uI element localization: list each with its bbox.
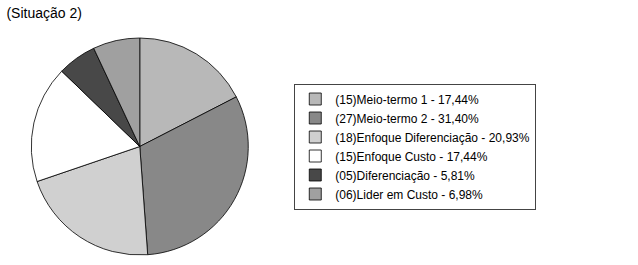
svg-text:(05)Diferenciação - 5,81%: (05)Diferenciação - 5,81% — [335, 169, 475, 183]
svg-text:(06)Lider em Custo - 6,98%: (06)Lider em Custo - 6,98% — [335, 188, 483, 202]
svg-text:(15)Enfoque Custo - 17,44%: (15)Enfoque Custo - 17,44% — [335, 150, 487, 164]
svg-text:(Situação 2): (Situação 2) — [6, 5, 81, 21]
svg-text:(18)Enfoque Diferenciação - 20: (18)Enfoque Diferenciação - 20,93% — [335, 131, 529, 145]
svg-text:(15)Meio-termo 1 - 17,44%: (15)Meio-termo 1 - 17,44% — [335, 93, 479, 107]
svg-text:(27)Meio-termo 2 - 31,40%: (27)Meio-termo 2 - 31,40% — [335, 112, 479, 126]
